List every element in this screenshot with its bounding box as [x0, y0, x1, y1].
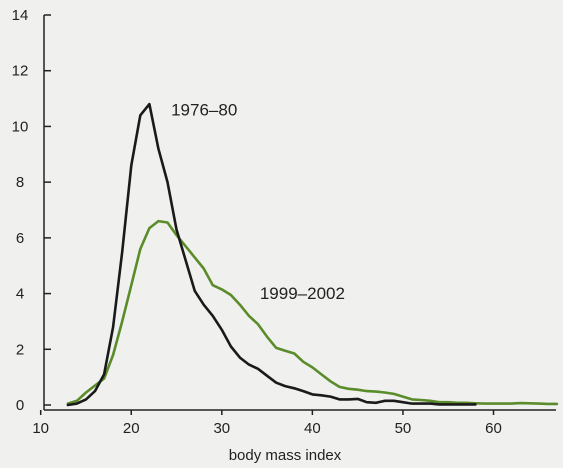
y-tick-label: 10 — [12, 118, 29, 135]
x-tick-label: 30 — [213, 420, 230, 437]
axes: 0 2 4 6 8 10 12 14 10 20 30 40 50 60 — [12, 7, 556, 437]
x-tick-label: 60 — [485, 420, 502, 437]
x-tick-label: 20 — [123, 420, 140, 437]
y-tick-label: 4 — [16, 286, 24, 303]
y-tick-label: 14 — [12, 7, 29, 24]
x-tick-label: 50 — [395, 420, 412, 437]
y-tick-label: 8 — [16, 174, 24, 191]
y-tick-label: 2 — [16, 341, 24, 358]
x-tick-label: 40 — [304, 420, 321, 437]
series-line-1976-80 — [66, 102, 477, 407]
labels-layer: 1976–80 1999–2002 — [171, 100, 345, 303]
y-tick-label: 12 — [12, 63, 29, 80]
series-layer — [66, 102, 559, 407]
series-label-1976-80: 1976–80 — [171, 100, 237, 119]
y-tick-label: 6 — [16, 230, 24, 247]
y-tick-label: 0 — [16, 397, 24, 414]
series-label-1999-2002: 1999–2002 — [260, 284, 345, 303]
x-axis-title: body mass index — [229, 447, 342, 464]
x-tick-label: 10 — [32, 420, 49, 437]
